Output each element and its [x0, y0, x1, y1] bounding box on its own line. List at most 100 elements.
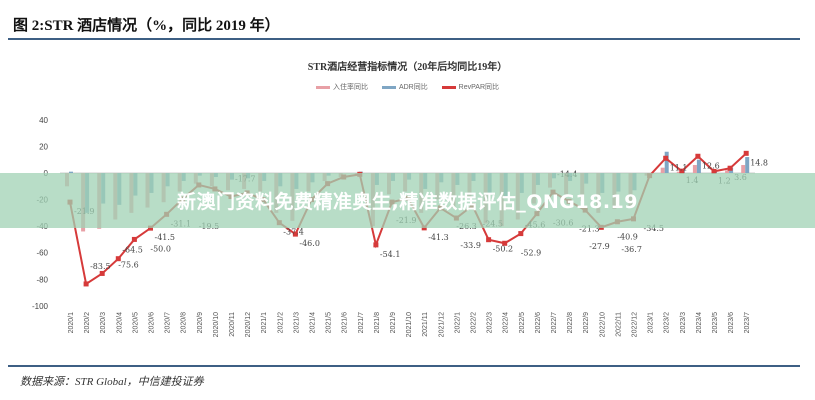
legend-adr: ADR同比 [381, 82, 428, 92]
revpar-data-label: 14.8 [750, 158, 768, 167]
adr-bar [69, 171, 73, 173]
y-tick-label: -100 [32, 302, 49, 311]
revpar-data-label: -46.0 [299, 239, 320, 248]
x-tick-label: 2022/4 [503, 312, 510, 334]
x-tick-label: 2022/7 [551, 312, 558, 334]
revpar-point [727, 165, 733, 171]
x-tick-label: 2022/9 [583, 312, 590, 334]
x-tick-label: 2020/2 [84, 312, 91, 334]
occupancy-bar [660, 167, 665, 173]
x-tick-label: 2020/1 [68, 312, 75, 334]
y-tick-label: -60 [36, 249, 48, 258]
x-tick-label: 2020/4 [116, 312, 123, 334]
revpar-data-label: -54.1 [380, 250, 401, 259]
revpar-data-label: -50.0 [150, 244, 171, 253]
revpar-point [131, 236, 137, 242]
revpar-data-label: -83.5 [90, 262, 111, 271]
x-tick-label: 2023/7 [744, 312, 751, 334]
x-tick-label: 2021/5 [326, 312, 333, 334]
x-tick-label: 2020/10 [213, 312, 220, 337]
revpar-point [502, 240, 508, 246]
revpar-data-label: -37.4 [283, 228, 304, 237]
adr-bar [664, 151, 669, 173]
revpar-point [115, 256, 121, 262]
x-tick-label: 2021/10 [406, 312, 413, 337]
figure-title: 图 2:STR 酒店情况（%，同比 2019 年） [13, 18, 280, 34]
occupancy-bar [676, 171, 681, 173]
revpar-point [663, 155, 669, 161]
occupancy-bar [692, 165, 697, 173]
legend-label: 入住率同比 [332, 84, 368, 91]
revpar-point [518, 231, 524, 237]
legend-swatch-adr [381, 85, 396, 89]
x-tick-label: 2022/3 [487, 312, 494, 334]
top-rule [8, 38, 800, 40]
revpar-data-label: -41.3 [428, 233, 449, 242]
revpar-data-label: -50.2 [493, 245, 514, 254]
revpar-point [743, 150, 749, 156]
x-tick-label: 2023/4 [696, 312, 703, 334]
x-tick-label: 2021/4 [310, 312, 317, 334]
x-tick-label: 2020/5 [132, 312, 139, 334]
x-tick-label: 2021/12 [438, 312, 445, 337]
revpar-point [695, 153, 701, 159]
x-tick-label: 2020/11 [229, 312, 236, 337]
legend: 入住率同比 ADR同比 RevPAR同比 [0, 82, 815, 92]
x-tick-label: 2023/1 [648, 312, 655, 334]
x-tick-label: 2020/12 [245, 312, 252, 337]
x-tick-label: 2020/3 [100, 312, 107, 334]
revpar-point [148, 225, 153, 231]
x-tick-label: 2022/8 [567, 312, 574, 334]
x-tick-label: 2021/3 [293, 312, 300, 334]
x-tick-label: 2022/12 [632, 312, 639, 337]
legend-swatch-revpar [441, 85, 456, 89]
revpar-data-label: -75.6 [118, 260, 139, 269]
revpar-point [292, 231, 298, 237]
x-tick-label: 2022/6 [535, 312, 542, 334]
revpar-point [83, 281, 89, 287]
revpar-data-label: 12.6 [702, 161, 720, 170]
x-tick-label: 2023/5 [712, 312, 719, 334]
revpar-point [679, 168, 685, 174]
revpar-data-label: -21.3 [579, 224, 600, 233]
revpar-data-label: -40.9 [617, 232, 638, 241]
legend-label: RevPAR同比 [458, 84, 499, 91]
x-tick-label: 2022/5 [519, 312, 526, 334]
x-tick-label: 2021/6 [342, 312, 349, 334]
x-tick-label: 2021/1 [261, 312, 268, 334]
revpar-data-label: -36.7 [621, 245, 642, 254]
x-tick-label: 2022/1 [454, 312, 461, 334]
bottom-rule [8, 365, 800, 367]
legend-label: ADR同比 [398, 84, 428, 91]
adr-bar [745, 157, 750, 173]
x-tick-label: 2022/11 [615, 312, 622, 337]
x-tick-label: 2020/9 [197, 312, 204, 334]
occupancy-bar [741, 165, 746, 173]
x-tick-label: 2021/9 [390, 312, 397, 334]
revpar-data-label: -33.9 [460, 241, 481, 250]
revpar-data-label: -64.5 [122, 246, 143, 255]
occupancy-bar [725, 170, 730, 173]
x-tick-label: 2021/8 [374, 312, 381, 334]
y-tick-label: -80 [36, 275, 48, 284]
y-tick-label: 20 [39, 142, 48, 151]
revpar-point [99, 270, 105, 276]
x-tick-label: 2022/10 [599, 312, 606, 337]
revpar-data-label: -34.5 [644, 224, 665, 233]
revpar-data-label: -27.9 [589, 242, 610, 251]
x-tick-label: 2022/2 [471, 312, 478, 334]
revpar-point [711, 168, 717, 174]
revpar-data-label: -52.9 [521, 248, 542, 257]
x-tick-label: 2021/7 [358, 312, 365, 334]
legend-revpar: RevPAR同比 [441, 82, 499, 92]
x-tick-label: 2020/8 [181, 312, 188, 334]
x-tick-label: 2020/6 [149, 312, 156, 334]
x-tick-label: 2023/3 [680, 312, 687, 334]
x-tick-label: 2020/7 [165, 312, 172, 334]
y-tick-label: 40 [39, 116, 48, 125]
revpar-data-label: 11.1 [670, 163, 688, 172]
adr-bar [696, 159, 701, 173]
legend-occupancy: 入住率同比 [315, 82, 368, 92]
watermark-banner: 新澳门资料免费精准奥生,精准数据评估_QNG18.19 [0, 173, 815, 228]
chart-title: STR酒店经营指标情况（20年后均同比19年） [307, 62, 508, 73]
